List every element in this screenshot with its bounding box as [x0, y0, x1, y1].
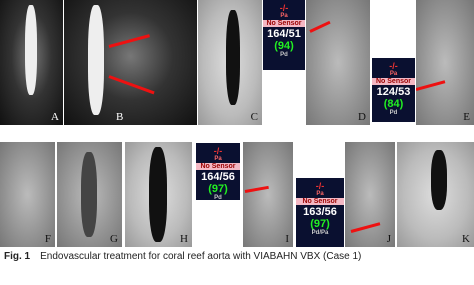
monitor-top: -/- [213, 146, 223, 156]
monitor-mean: (94) [274, 40, 294, 52]
pressure-monitor: -/- Pa No Sensor 163/56 (97) Pd/Pa [296, 178, 344, 247]
panel: J [345, 142, 395, 247]
panel-label: I [285, 233, 289, 245]
panel: K [397, 142, 474, 247]
panel: I [243, 142, 293, 247]
arrow [309, 20, 331, 33]
caption-text: Endovascular treatment for coral reef ao… [40, 251, 362, 262]
monitor-top: -/- [279, 3, 289, 13]
panel-label: K [462, 233, 470, 245]
panel-label: B [116, 111, 124, 123]
panel: B [64, 0, 197, 125]
monitor-sub: Pa [214, 156, 222, 162]
monitor-sub: Pa [280, 13, 288, 19]
monitor-status: No Sensor [296, 198, 344, 205]
monitor-top: -/- [389, 61, 398, 71]
monitor-bottom: Pd [389, 110, 398, 116]
pressure-monitor: -/- Pa No Sensor 164/51 (94) Pd [263, 0, 305, 70]
arrow [108, 75, 155, 95]
aorta [149, 147, 167, 242]
monitor-mean: (97) [208, 183, 228, 195]
monitor-sub: Pa [389, 71, 398, 77]
pressure-monitor: -/- Pa No Sensor 164/56 (97) Pd [196, 143, 240, 200]
monitor-status: No Sensor [196, 163, 240, 170]
aorta [25, 5, 37, 95]
panel-label: G [110, 233, 118, 245]
panel: D [306, 0, 370, 125]
monitor-status: No Sensor [263, 20, 305, 27]
monitor-bottom: Pd [280, 52, 288, 58]
panel: E [416, 0, 474, 125]
panel: F [0, 142, 55, 247]
panel-label: F [44, 233, 51, 245]
panel: A [0, 0, 63, 125]
monitor-status: No Sensor [372, 78, 415, 85]
arrow [108, 34, 150, 48]
monitor-bottom: Pd [214, 195, 222, 200]
caption: Fig. 1 Endovascular treatment for coral r… [4, 251, 361, 262]
arrow [244, 185, 269, 193]
monitor-mean: (84) [383, 98, 404, 110]
stent [81, 152, 97, 237]
arrow [350, 222, 381, 233]
monitor-pressure: 163/56 [303, 206, 337, 218]
panel-label: A [51, 111, 59, 123]
monitor-pressure: 164/56 [201, 171, 235, 183]
monitor-mean: (97) [310, 218, 330, 230]
caption-label: Fig. 1 [4, 251, 31, 262]
panel-label: J [386, 233, 391, 245]
panel: H [125, 142, 192, 247]
panel-label: D [358, 111, 366, 123]
panel-label: C [250, 111, 258, 123]
monitor-pressure: 124/53 [376, 86, 411, 98]
panel: C [198, 0, 262, 125]
pressure-monitor: -/- Pa No Sensor 124/53 (84) Pd [372, 58, 415, 122]
panel: G [57, 142, 122, 247]
aorta [226, 10, 240, 105]
panel-label: E [463, 111, 470, 123]
monitor-sub: Pa [316, 191, 324, 197]
monitor-bottom: Pd/Pa [311, 230, 329, 236]
monitor-top: -/- [315, 181, 325, 191]
panel-label: H [180, 233, 188, 245]
monitor-pressure: 164/51 [267, 28, 301, 40]
aorta [88, 5, 104, 115]
aorta [431, 150, 447, 210]
arrow [416, 80, 446, 91]
